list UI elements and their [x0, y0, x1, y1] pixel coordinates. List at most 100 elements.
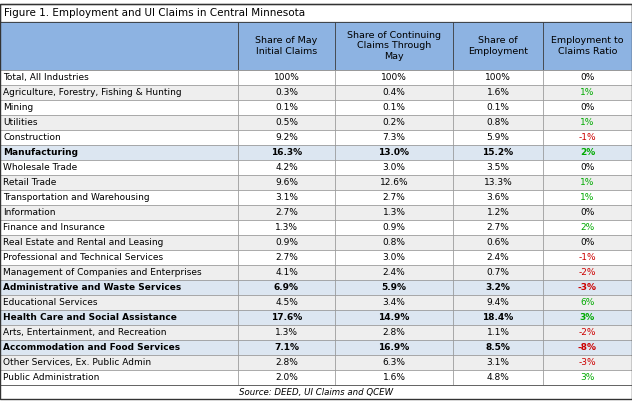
- Bar: [0, 190, 238, 205]
- Text: 0.8%: 0.8%: [487, 118, 509, 127]
- Text: 2.7%: 2.7%: [487, 223, 509, 232]
- Text: 1.2%: 1.2%: [487, 208, 509, 217]
- Text: 2.4%: 2.4%: [487, 253, 509, 262]
- Text: 1.3%: 1.3%: [275, 328, 298, 337]
- Bar: [453, 250, 543, 265]
- Bar: [0, 100, 238, 115]
- Text: Health Care and Social Assistance: Health Care and Social Assistance: [3, 313, 177, 322]
- Bar: [0, 370, 238, 385]
- Bar: [543, 310, 632, 325]
- Bar: [238, 355, 335, 370]
- Text: Share of Continuing
Claims Through
May: Share of Continuing Claims Through May: [347, 31, 441, 61]
- Bar: [238, 145, 335, 160]
- Bar: [335, 160, 453, 175]
- Text: 5.9%: 5.9%: [382, 283, 406, 292]
- Bar: [453, 295, 543, 310]
- Bar: [543, 220, 632, 235]
- Text: 0%: 0%: [580, 73, 595, 82]
- Bar: [0, 385, 632, 399]
- Bar: [453, 205, 543, 220]
- Text: 2.7%: 2.7%: [275, 253, 298, 262]
- Text: 3.1%: 3.1%: [487, 358, 509, 367]
- Text: Professional and Technical Services: Professional and Technical Services: [3, 253, 163, 262]
- Text: 2%: 2%: [580, 148, 595, 157]
- Bar: [0, 295, 238, 310]
- Text: 100%: 100%: [485, 73, 511, 82]
- Text: -3%: -3%: [578, 283, 597, 292]
- Text: -1%: -1%: [579, 253, 597, 262]
- Text: 1.3%: 1.3%: [382, 208, 406, 217]
- Bar: [238, 22, 335, 70]
- Text: 3.2%: 3.2%: [485, 283, 511, 292]
- Text: 3.6%: 3.6%: [487, 193, 509, 202]
- Bar: [335, 190, 453, 205]
- Text: 2.7%: 2.7%: [382, 193, 406, 202]
- Text: 2.4%: 2.4%: [382, 268, 405, 277]
- Text: 0.3%: 0.3%: [275, 88, 298, 97]
- Text: 17.6%: 17.6%: [271, 313, 302, 322]
- Text: -2%: -2%: [579, 328, 596, 337]
- Bar: [238, 160, 335, 175]
- Bar: [238, 250, 335, 265]
- Bar: [0, 205, 238, 220]
- Bar: [0, 4, 632, 22]
- Bar: [238, 70, 335, 85]
- Text: 0.1%: 0.1%: [487, 103, 509, 112]
- Bar: [453, 280, 543, 295]
- Bar: [238, 190, 335, 205]
- Bar: [453, 175, 543, 190]
- Text: 1.6%: 1.6%: [382, 373, 406, 382]
- Bar: [453, 310, 543, 325]
- Text: Source: DEED, UI Claims and QCEW: Source: DEED, UI Claims and QCEW: [239, 388, 393, 397]
- Bar: [0, 250, 238, 265]
- Text: 0.2%: 0.2%: [382, 118, 406, 127]
- Text: 9.4%: 9.4%: [487, 298, 509, 307]
- Bar: [453, 325, 543, 340]
- Bar: [543, 115, 632, 130]
- Text: Employment to
Claims Ratio: Employment to Claims Ratio: [551, 36, 624, 56]
- Text: 16.9%: 16.9%: [379, 343, 410, 352]
- Text: Construction: Construction: [3, 133, 61, 142]
- Text: 0%: 0%: [580, 103, 595, 112]
- Text: Retail Trade: Retail Trade: [3, 178, 56, 187]
- Text: 7.3%: 7.3%: [382, 133, 406, 142]
- Bar: [0, 265, 238, 280]
- Text: 0%: 0%: [580, 163, 595, 172]
- Text: Utilities: Utilities: [3, 118, 37, 127]
- Text: Mining: Mining: [3, 103, 33, 112]
- Bar: [543, 100, 632, 115]
- Text: 15.2%: 15.2%: [482, 148, 514, 157]
- Bar: [543, 160, 632, 175]
- Bar: [238, 370, 335, 385]
- Text: 3%: 3%: [580, 313, 595, 322]
- Bar: [238, 205, 335, 220]
- Text: 1%: 1%: [580, 193, 595, 202]
- Text: 8.5%: 8.5%: [485, 343, 511, 352]
- Bar: [453, 160, 543, 175]
- Text: 0.7%: 0.7%: [487, 268, 509, 277]
- Text: Management of Companies and Enterprises: Management of Companies and Enterprises: [3, 268, 202, 277]
- Bar: [0, 4, 632, 22]
- Text: 0.1%: 0.1%: [275, 103, 298, 112]
- Text: 12.6%: 12.6%: [380, 178, 408, 187]
- Bar: [453, 85, 543, 100]
- Text: 3%: 3%: [580, 373, 595, 382]
- Bar: [453, 115, 543, 130]
- Text: Transportation and Warehousing: Transportation and Warehousing: [3, 193, 150, 202]
- Bar: [238, 100, 335, 115]
- Bar: [238, 175, 335, 190]
- Text: 1.3%: 1.3%: [275, 223, 298, 232]
- Text: 1.6%: 1.6%: [487, 88, 509, 97]
- Bar: [453, 145, 543, 160]
- Bar: [543, 130, 632, 145]
- Bar: [335, 250, 453, 265]
- Text: 2.8%: 2.8%: [382, 328, 406, 337]
- Bar: [335, 175, 453, 190]
- Text: Educational Services: Educational Services: [3, 298, 97, 307]
- Text: 1%: 1%: [580, 118, 595, 127]
- Text: -3%: -3%: [579, 358, 597, 367]
- Bar: [335, 280, 453, 295]
- Bar: [543, 175, 632, 190]
- Bar: [238, 310, 335, 325]
- Bar: [543, 70, 632, 85]
